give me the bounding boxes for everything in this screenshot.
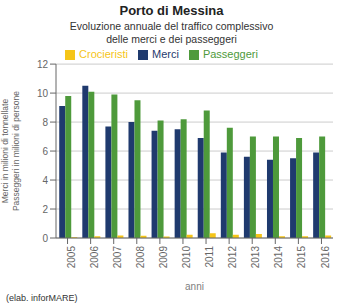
svg-text:2012: 2012 — [227, 246, 238, 269]
svg-text:2014: 2014 — [273, 246, 284, 269]
html-text:Passeggeri: Passeggeri — [202, 48, 258, 60]
svg-text:2005: 2005 — [66, 246, 77, 269]
svg-text:2: 2 — [42, 204, 48, 215]
svg-text:0: 0 — [42, 233, 48, 244]
html-text:Crocieristi: Crocieristi — [79, 48, 128, 60]
svg-text:2006: 2006 — [89, 246, 100, 269]
svg-text:2009: 2009 — [158, 246, 169, 269]
html-text:Evoluzione annuale del traffic: Evoluzione annuale del traffico compless… — [69, 20, 274, 32]
svg-text:2007: 2007 — [112, 246, 123, 269]
svg-text:2010: 2010 — [181, 246, 192, 269]
html-text:(elab. inforMARE): (elab. inforMARE) — [6, 293, 78, 303]
svg-text:2016: 2016 — [320, 246, 331, 269]
svg-text:anni: anni — [185, 281, 204, 290]
svg-text:8: 8 — [42, 117, 48, 128]
html-text:delle merci e dei passeggeri: delle merci e dei passeggeri — [106, 33, 237, 45]
svg-text:6: 6 — [42, 146, 48, 157]
svg-text:2011: 2011 — [204, 246, 215, 268]
svg-text:12: 12 — [37, 59, 49, 70]
svg-text:4: 4 — [42, 175, 48, 186]
html-text:Porto di Messina: Porto di Messina — [119, 3, 224, 18]
html-text:Merci: Merci — [152, 48, 179, 60]
svg-text:Merci in milioni di tonnellate: Merci in milioni di tonnellatePasseggeri… — [8, 91, 21, 211]
svg-text:2008: 2008 — [135, 246, 146, 269]
svg-text:2013: 2013 — [250, 246, 261, 269]
svg-text:10: 10 — [37, 88, 49, 99]
svg-text:2015: 2015 — [296, 246, 307, 269]
